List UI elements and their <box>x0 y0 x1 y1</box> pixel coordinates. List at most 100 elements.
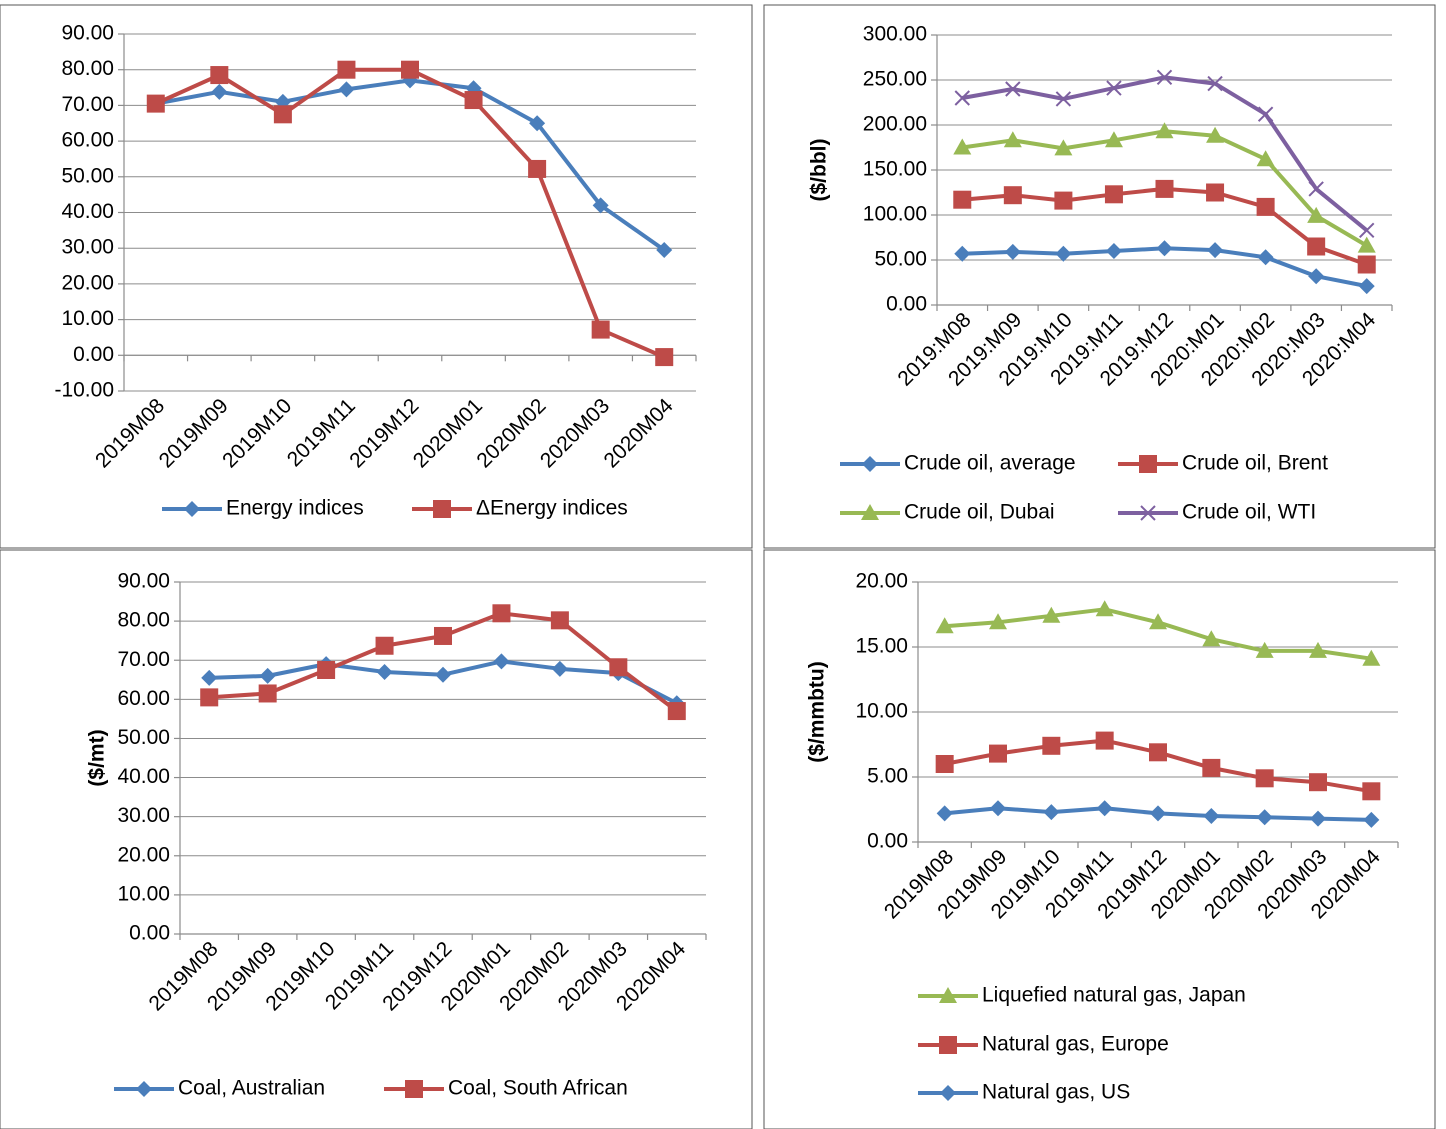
y-tick-label: 70.00 <box>117 648 170 671</box>
y-tick-label: 200.00 <box>863 113 927 136</box>
y-tick-label: 0.00 <box>886 293 927 316</box>
y-tick-label: 10.00 <box>117 882 170 905</box>
marker <box>861 504 879 520</box>
series <box>147 72 673 258</box>
marker <box>1307 206 1326 223</box>
x-tick-label: 2019M08 <box>91 394 169 472</box>
marker <box>200 688 219 707</box>
y-tick-label: 90.00 <box>117 570 170 593</box>
marker <box>1310 810 1326 827</box>
legend-label: Crude oil, average <box>904 452 1076 475</box>
marker <box>1005 81 1021 97</box>
y-axis-title: ($/bbl) <box>808 139 831 202</box>
marker <box>1207 242 1224 259</box>
marker <box>338 81 355 98</box>
marker <box>1156 69 1173 86</box>
marker <box>1096 800 1113 817</box>
marker <box>656 241 673 258</box>
marker <box>1256 197 1275 216</box>
marker <box>1309 641 1327 658</box>
marker <box>492 604 511 623</box>
y-tick-label: 100.00 <box>863 203 927 226</box>
marker <box>667 702 686 721</box>
marker <box>953 190 972 209</box>
marker <box>1207 75 1223 92</box>
y-tick-label: 30.00 <box>61 236 114 259</box>
marker <box>1106 80 1122 96</box>
series <box>935 600 1381 666</box>
marker <box>1309 773 1327 792</box>
marker <box>1003 186 1022 205</box>
marker <box>433 500 451 518</box>
legend-label: Natural gas, US <box>982 1081 1130 1104</box>
marker <box>1042 606 1061 623</box>
x-tick-label: 2020M01 <box>409 394 487 472</box>
marker <box>990 800 1006 817</box>
marker <box>528 159 547 178</box>
marker <box>1359 222 1375 239</box>
marker <box>376 663 393 680</box>
y-tick-label: 60.00 <box>61 129 114 152</box>
marker <box>989 744 1007 763</box>
marker <box>401 60 419 79</box>
series <box>953 122 1376 253</box>
marker <box>434 626 452 645</box>
marker <box>935 755 954 773</box>
marker <box>1256 150 1275 167</box>
marker <box>146 94 165 113</box>
marker <box>211 83 228 100</box>
marker <box>1055 91 1072 107</box>
marker <box>529 115 546 132</box>
y-tick-label: -10.00 <box>54 379 114 402</box>
marker <box>1257 249 1274 266</box>
marker <box>1308 268 1325 285</box>
marker <box>1202 630 1221 647</box>
y-tick-label: 5.00 <box>867 765 908 788</box>
marker <box>940 1085 956 1101</box>
marker <box>1156 240 1173 257</box>
series <box>936 800 1380 828</box>
marker <box>1095 731 1114 750</box>
series <box>954 240 1375 295</box>
x-tick-label: 2019M09 <box>155 394 233 472</box>
marker <box>1357 255 1376 274</box>
y-tick-label: 20.00 <box>117 843 170 866</box>
y-tick-label: 90.00 <box>61 22 114 45</box>
y-tick-label: 0.00 <box>129 922 170 945</box>
y-tick-label: 40.00 <box>117 765 170 788</box>
y-tick-label: 300.00 <box>863 23 927 46</box>
x-tick-label: 2020M04 <box>599 394 677 472</box>
marker <box>1003 131 1022 148</box>
marker <box>184 501 200 517</box>
legend-label: Coal, South African <box>448 1077 628 1100</box>
y-tick-label: 30.00 <box>117 804 170 827</box>
marker <box>1105 243 1122 259</box>
marker <box>273 105 292 124</box>
marker <box>210 66 229 85</box>
y-tick-label: 50.00 <box>874 248 927 271</box>
y-tick-label: 40.00 <box>61 200 114 223</box>
y-tick-label: 20.00 <box>61 271 114 294</box>
y-tick-label: 80.00 <box>61 57 114 80</box>
marker <box>317 661 336 679</box>
marker <box>550 611 569 630</box>
marker <box>591 320 610 339</box>
x-tick-label: 2019M10 <box>218 394 296 472</box>
marker <box>1206 126 1225 143</box>
x-tick-label: 2019M12 <box>345 394 423 472</box>
marker <box>464 91 483 110</box>
marker <box>1256 809 1273 826</box>
series <box>954 69 1375 239</box>
marker <box>1139 455 1157 473</box>
legend-label: Crude oil, Dubai <box>904 501 1055 524</box>
marker <box>1095 600 1114 617</box>
marker <box>1043 804 1060 821</box>
marker <box>259 667 276 684</box>
marker <box>609 658 628 677</box>
marker <box>1362 782 1381 801</box>
marker <box>655 348 674 367</box>
marker <box>954 90 970 106</box>
marker <box>1149 743 1167 762</box>
panel-frame <box>0 549 753 1129</box>
